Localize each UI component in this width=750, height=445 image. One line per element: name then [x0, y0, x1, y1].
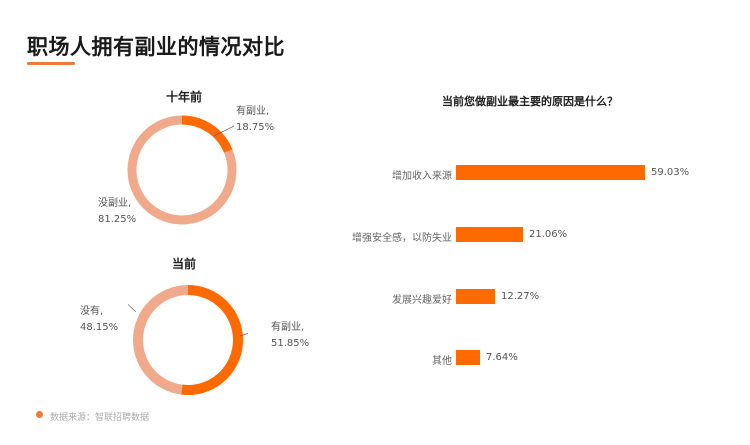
donut-chart-ten-years-ago	[127, 115, 237, 225]
bar	[456, 227, 523, 242]
bar-category: 其他	[432, 356, 452, 367]
donut-chart-current	[128, 285, 248, 395]
donut-title-current: 当前	[172, 257, 197, 271]
label-no-side-job-past: 没副业, 81.25%	[98, 198, 137, 225]
source-note: 数据来源：智联招聘数据	[50, 413, 150, 423]
bar-row-other: 其他 7.64%	[300, 350, 720, 368]
bar-value: 59.03%	[651, 167, 690, 178]
bar-row-increase-income: 增加收入来源 59.03%	[300, 165, 720, 183]
bar-value: 12.27%	[501, 291, 540, 302]
bar	[456, 350, 480, 365]
slice-has-side-job	[127, 115, 237, 225]
bar	[456, 165, 645, 180]
bar	[456, 289, 495, 304]
slice-has-side-job-current	[133, 285, 243, 395]
bar-chart-title: 当前您做副业最主要的原因是什么？	[442, 95, 618, 108]
label-has-side-job-past: 有副业, 18.75%	[236, 106, 275, 133]
source-dot-icon	[36, 411, 43, 418]
bar-row-interest: 发展兴趣爱好 12.27%	[300, 289, 720, 307]
bar-category: 发展兴趣爱好	[392, 295, 452, 306]
donut-title-ten-years-ago: 十年前	[166, 90, 203, 104]
label-has-side-job-current: 有副业, 51.85%	[271, 322, 310, 349]
bar-category: 增强安全感，以防失业	[352, 233, 452, 244]
title-underline	[27, 62, 75, 65]
page-title: 职场人拥有副业的情况对比	[27, 35, 285, 59]
label-no-current: 没有, 48.15%	[80, 306, 119, 333]
bar-value: 7.64%	[486, 352, 518, 363]
bar-row-security: 增强安全感，以防失业 21.06%	[300, 227, 720, 245]
bar-value: 21.06%	[529, 229, 568, 240]
bar-category: 增加收入来源	[392, 171, 452, 182]
